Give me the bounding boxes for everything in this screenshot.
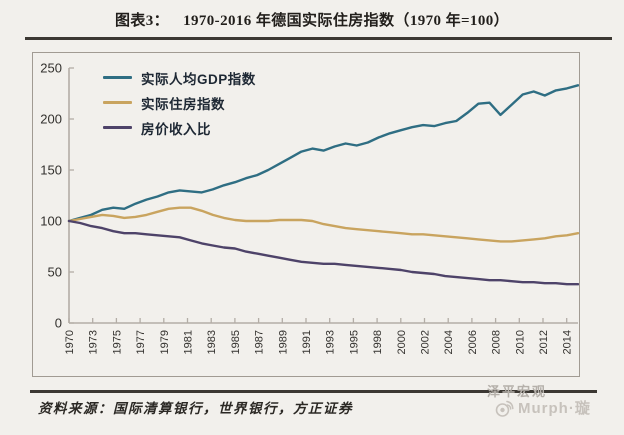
x-tick-label: 1991	[301, 330, 313, 354]
weibo-eye-icon	[495, 400, 514, 417]
y-tick-label: 200	[40, 112, 62, 127]
x-tick-label: 1985	[230, 330, 242, 354]
legend-item-housing: 实际住房指数	[103, 90, 256, 115]
source-note: 资料来源：国际清算银行，世界银行，方正证券	[38, 401, 353, 416]
legend-swatch-housing	[103, 101, 132, 104]
legend-swatch-gdp	[103, 76, 132, 79]
x-tick-label: 2004	[443, 330, 455, 354]
legend-label-housing: 实际住房指数	[141, 96, 225, 112]
figure-title-text: 1970-2016 年德国实际住房指数（1970 年=100）	[183, 13, 510, 29]
legend-item-gdp: 实际人均GDP指数	[103, 65, 256, 90]
chart-title: 图表3： 1970-2016 年德国实际住房指数（1970 年=100）	[0, 9, 624, 30]
y-tick-label: 50	[48, 265, 62, 280]
x-tick-label: 1975	[111, 330, 123, 354]
series-line-1	[67, 206, 579, 243]
x-tick-label: 2014	[562, 330, 574, 354]
x-tick-label: 1989	[277, 330, 289, 354]
x-tick-label: 1998	[372, 330, 384, 354]
series-line-2	[67, 219, 579, 286]
x-tick-label: 2010	[514, 330, 526, 354]
watermark-weibo: Murph·璇	[494, 397, 591, 418]
y-tick-label: 0	[55, 316, 62, 331]
x-tick-label: 1993	[325, 330, 337, 354]
legend-label-ratio: 房价收入比	[141, 121, 211, 137]
legend-label-gdp: 实际人均GDP指数	[141, 71, 256, 87]
x-tick-label: 1983	[206, 330, 218, 354]
x-tick-label: 2012	[538, 330, 550, 354]
chart-area: 0 50 100 150 200 250 1970 1973 1975 1977 1979 1981 1…	[32, 52, 580, 377]
x-tick-label: 1979	[159, 330, 171, 354]
x-tick-label: 1977	[135, 330, 147, 354]
series-line-0	[67, 84, 579, 223]
legend-swatch-ratio	[103, 126, 132, 129]
x-tick-label: 2008	[491, 330, 503, 354]
x-tick-label: 2006	[467, 330, 479, 354]
x-tick-label: 1995	[348, 330, 360, 354]
y-tick-label: 150	[40, 163, 62, 178]
x-tick-label: 2002	[420, 330, 432, 354]
x-tick-label: 1987	[254, 330, 266, 354]
watermark-brand: 泽平宏观	[487, 384, 548, 399]
title-divider	[25, 37, 612, 40]
legend: 实际人均GDP指数 实际住房指数 房价收入比	[103, 65, 256, 140]
x-tick-label: 1973	[88, 330, 100, 354]
line-chart: 0 50 100 150 200 250 1970 1973 1975 1977 1979 1981 1…	[40, 61, 579, 354]
y-tick-label: 100	[40, 214, 62, 229]
x-tick-label: 2000	[396, 330, 408, 354]
x-tick-label: 1970	[64, 330, 76, 354]
watermark-weibo-name: Murph·璇	[518, 400, 591, 417]
figure-number: 图表3：	[114, 13, 170, 29]
legend-item-ratio: 房价收入比	[103, 115, 256, 140]
footer-divider	[30, 390, 597, 393]
y-tick-label: 250	[40, 61, 62, 76]
x-tick-label: 1981	[183, 330, 195, 354]
